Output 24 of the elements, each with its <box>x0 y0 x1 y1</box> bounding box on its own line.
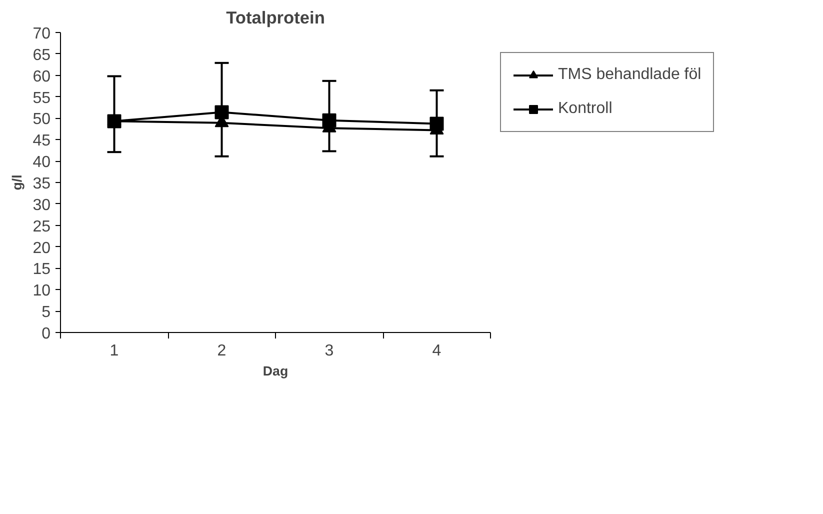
legend-label: TMS behandlade föl <box>558 66 702 84</box>
y-tick-label: 10 <box>32 282 51 300</box>
y-axis-title: g/l <box>10 174 25 190</box>
legend-label: Kontroll <box>558 100 612 118</box>
y-tick-label: 50 <box>32 111 51 128</box>
y-tick-label: 15 <box>32 261 51 278</box>
y-tick-label: 45 <box>32 132 51 150</box>
x-tick-label: 4 <box>432 342 442 360</box>
y-tick-label: 20 <box>32 240 51 257</box>
y-tick-label: 25 <box>32 218 51 236</box>
y-tick-label: 70 <box>32 26 51 42</box>
x-tick-label: 2 <box>217 342 226 360</box>
x-tick-label: 3 <box>324 342 334 360</box>
y-tick-label: 30 <box>32 196 51 214</box>
chart-title: Totalprotein <box>226 8 325 28</box>
y-tick-label: 5 <box>42 304 51 322</box>
y-tick-label: 60 <box>32 68 51 86</box>
y-tick-label: 40 <box>32 154 51 172</box>
y-tick-label: 35 <box>32 176 51 192</box>
y-tick-label: 0 <box>42 326 51 342</box>
x-tick-label: 1 <box>110 342 119 360</box>
x-axis-title: Dag <box>262 364 288 378</box>
y-tick-label: 65 <box>32 46 51 64</box>
y-tick-label: 55 <box>32 90 51 107</box>
